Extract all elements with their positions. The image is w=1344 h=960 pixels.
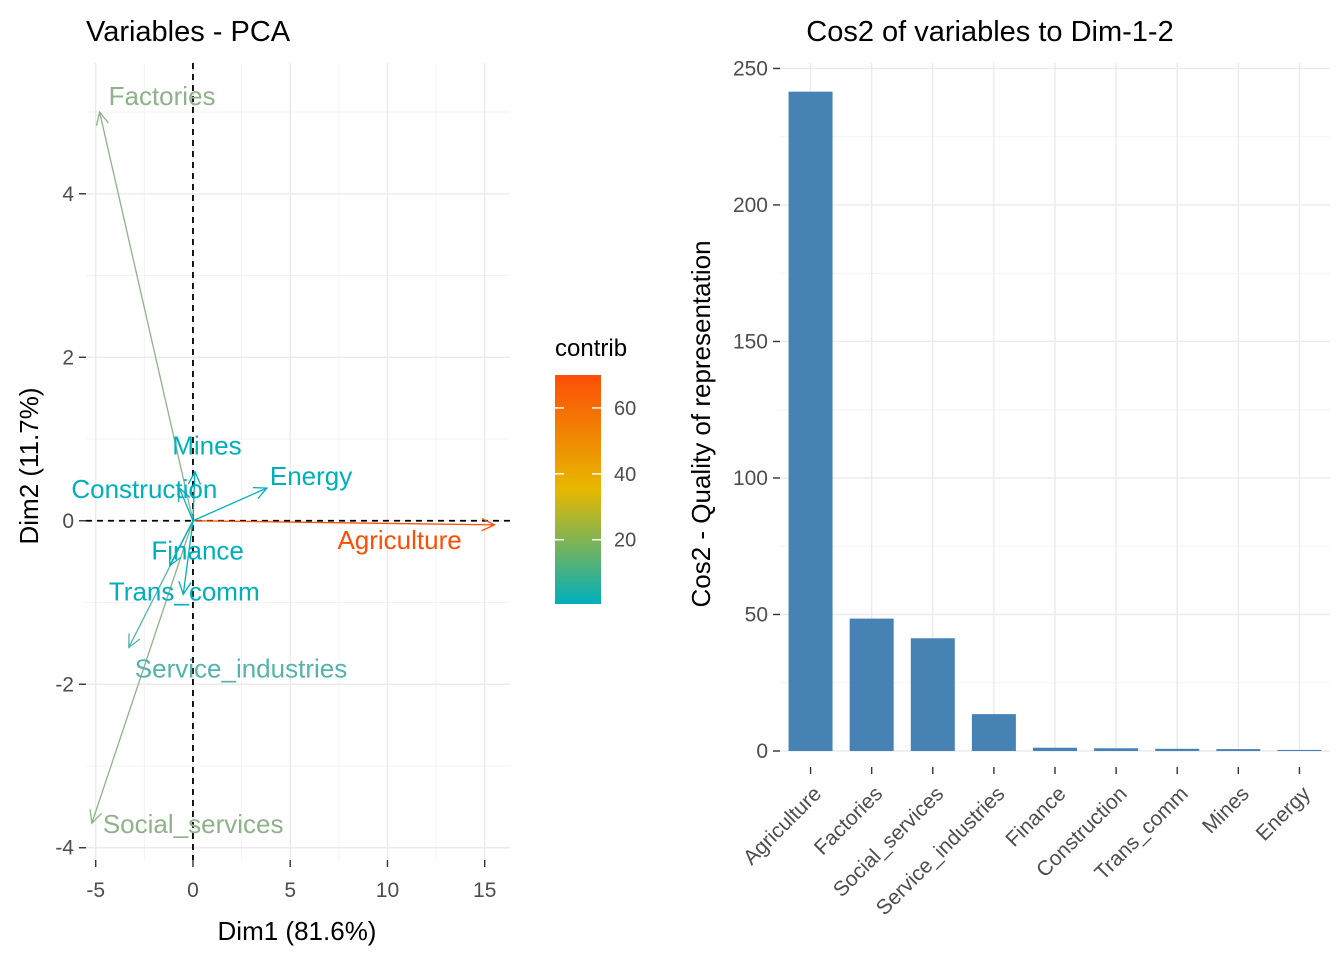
pca-arrow-shaft: [169, 520, 194, 567]
legend-tick-label: 20: [614, 530, 636, 552]
pca-x-tick-label: 15: [473, 879, 496, 902]
cos2-bar-construction: [1094, 748, 1139, 751]
pca-arrow-head: [177, 486, 191, 503]
pca-arrow-energy: [192, 486, 269, 522]
cos2-y-tick-label: 0: [756, 740, 768, 763]
pca-label-construction: Construction: [71, 474, 217, 504]
pca-arrow-head: [168, 551, 182, 568]
pca-arrow-shaft: [91, 520, 194, 824]
cos2-panel: Cos2 of variables to Dim-1-2 0 50 100 150 20…: [686, 16, 1330, 920]
legend-colorbar: [555, 375, 601, 604]
pca-arrow-head: [481, 518, 496, 532]
cos2-bar-agriculture: [788, 91, 833, 751]
pca-x-tick-label: 5: [284, 879, 296, 902]
cos2-y-tick-label: 200: [733, 194, 768, 217]
pca-x-tick-label: 0: [187, 879, 199, 902]
pca-y-tick-label: 2: [62, 346, 74, 369]
pca-y-tick-label: -2: [55, 673, 74, 696]
cos2-bar-trans-comm: [1155, 748, 1200, 751]
pca-arrow-mines: [187, 470, 202, 521]
pca-y-tick-label: 4: [62, 183, 74, 206]
pca-x-axis: -5 0 5 10 15: [86, 860, 496, 902]
pca-arrow-social-services: [89, 520, 194, 825]
cos2-y-tick-label: 150: [733, 330, 768, 353]
pca-arrow-shaft: [192, 520, 495, 526]
cos2-x-tick-label-mines: Mines: [1198, 782, 1254, 838]
pca-y-tick-label: 0: [62, 510, 74, 533]
legend-ticks: 20 40 60: [555, 398, 636, 552]
pca-arrows: [89, 110, 496, 825]
legend-title: contrib: [555, 335, 627, 362]
cos2-title: Cos2 of variables to Dim-1-2: [806, 16, 1173, 48]
pca-labels: Agriculture Factories Social_services Servi…: [71, 81, 461, 839]
cos2-y-tick-label: 250: [733, 57, 768, 80]
pca-y-axis: -4 -2 0 2 4: [55, 183, 86, 860]
cos2-y-axis: 0 50 100 150 200 250: [733, 57, 780, 763]
legend-tick-label: 60: [614, 398, 636, 420]
pca-label-service-industries: Service_industries: [135, 653, 347, 683]
pca-x-tick-label: 10: [376, 879, 399, 902]
pca-panel: Variables - PCA Agriculture Factories Soci…: [14, 16, 510, 946]
cos2-x-tick-label-energy: Energy: [1252, 782, 1316, 846]
pca-title: Variables - PCA: [86, 16, 291, 48]
cos2-bar-social-services: [910, 638, 955, 751]
pca-label-social-services: Social_services: [103, 809, 284, 839]
pca-arrow-head: [252, 486, 269, 500]
cos2-bar-service-industries: [971, 714, 1016, 751]
pca-arrow-agriculture: [192, 518, 496, 532]
pca-label-energy: Energy: [270, 461, 352, 491]
pca-arrow-shaft: [192, 487, 268, 522]
cos2-bar-factories: [849, 618, 894, 751]
pca-label-agriculture: Agriculture: [337, 525, 461, 555]
pca-label-finance: Finance: [151, 536, 244, 566]
pca-y-axis-title: Dim2 (11.7%): [14, 387, 44, 544]
pca-arrow-head: [178, 580, 192, 596]
pca-label-mines: Mines: [172, 431, 241, 461]
pca-arrow-shaft: [178, 487, 194, 522]
pca-arrow-head: [89, 809, 103, 825]
pca-y-tick-label: -4: [55, 837, 74, 860]
legend-tick-label: 40: [614, 464, 636, 486]
pca-reference-lines: [86, 63, 510, 860]
pca-arrow-head: [187, 470, 202, 485]
cos2-bar-finance: [1033, 747, 1077, 751]
pca-arrow-construction: [177, 486, 194, 522]
pca-label-factories: Factories: [109, 81, 216, 111]
pca-arrow-finance: [168, 520, 194, 568]
cos2-x-tick-label-social-services: Social_services: [829, 782, 948, 901]
pca-arrow-trans-comm: [178, 520, 194, 596]
pca-label-trans-comm: Trans_comm: [109, 576, 260, 606]
pca-arrow-head: [95, 110, 109, 126]
cos2-y-tick-label: 100: [733, 467, 768, 490]
cos2-y-tick-label: 50: [745, 603, 768, 626]
pca-arrow-shaft: [192, 471, 196, 521]
cos2-x-tick-label-agriculture: Agriculture: [739, 782, 826, 869]
cos2-bars: [788, 91, 1322, 751]
cos2-y-axis-title: Cos2 - Quality of representation: [686, 240, 716, 607]
contrib-legend: contrib 20 40 60: [555, 335, 636, 604]
cos2-x-axis: AgricultureFactoriesSocial_servicesServi…: [739, 767, 1315, 920]
pca-arrow-shaft: [98, 111, 194, 521]
cos2-bar-mines: [1216, 749, 1261, 751]
cos2-bar-energy: [1277, 749, 1322, 751]
pca-x-axis-title: Dim1 (81.6%): [218, 916, 377, 946]
pca-arrow-shaft: [182, 520, 194, 595]
pca-arrow-head: [128, 633, 141, 649]
pca-arrow-factories: [95, 110, 194, 521]
pca-x-tick-label: -5: [86, 879, 105, 902]
